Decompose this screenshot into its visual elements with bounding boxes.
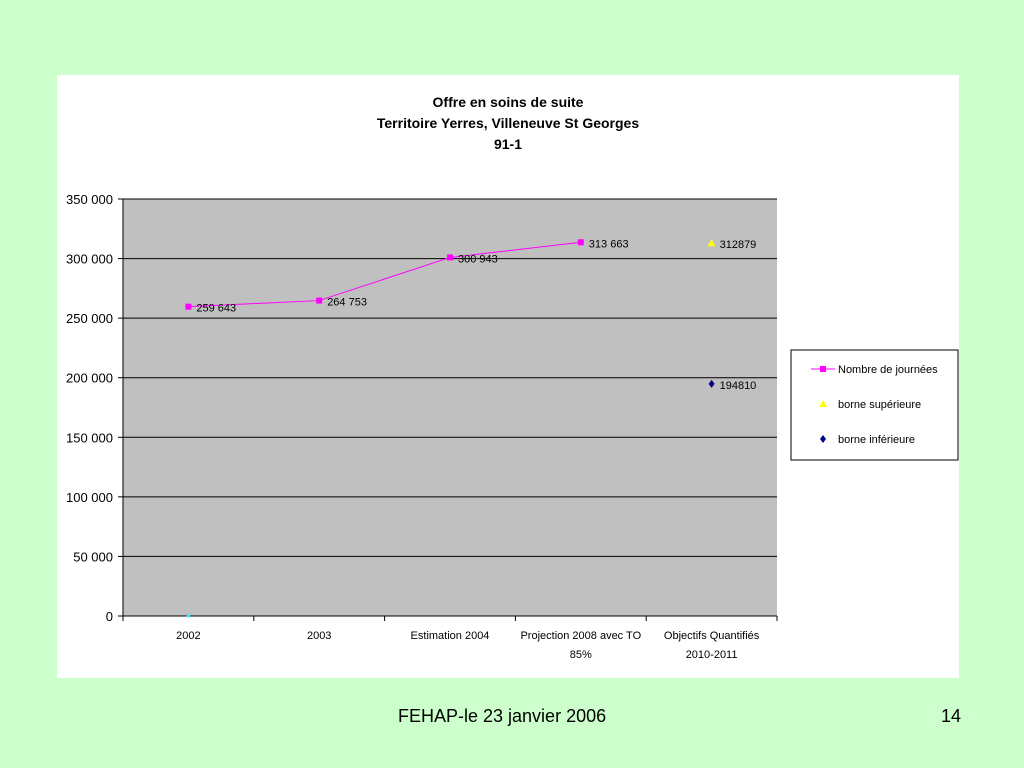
x-tick-label: 2010-2011 bbox=[686, 649, 738, 661]
data-label: 312879 bbox=[720, 239, 757, 251]
data-point-marker bbox=[316, 297, 323, 304]
page-number: 14 bbox=[941, 706, 962, 726]
legend-label: Nombre de journées bbox=[838, 364, 938, 376]
legend-box bbox=[790, 349, 959, 461]
chart-title-line: Offre en soins de suite bbox=[433, 94, 584, 110]
data-label: 313 663 bbox=[589, 238, 629, 250]
plot-area bbox=[123, 199, 777, 616]
footer-text: FEHAP-le 23 janvier 2006 bbox=[398, 706, 607, 726]
chart-title: Offre en soins de suite Territoire Yerres… bbox=[377, 94, 639, 152]
y-tick-labels: 0 50 000 100 000 150 000 200 000 250 000 300 0… bbox=[66, 192, 113, 624]
legend-label: borne supérieure bbox=[838, 399, 921, 411]
y-tick-label: 250 000 bbox=[66, 311, 113, 326]
y-tick-label: 350 000 bbox=[66, 192, 113, 207]
x-tick-label: Objectifs Quantifiés bbox=[664, 630, 760, 642]
data-point-marker bbox=[708, 379, 715, 388]
legend-marker bbox=[820, 366, 826, 372]
legend-label: borne inférieure bbox=[838, 434, 915, 446]
series-line bbox=[188, 241, 581, 308]
y-tick-label: 300 000 bbox=[66, 252, 113, 267]
x-tick-label: 2003 bbox=[307, 630, 331, 642]
data-label: 300 943 bbox=[458, 253, 498, 265]
y-tick-label: 100 000 bbox=[66, 490, 113, 505]
data-point-marker bbox=[577, 239, 584, 246]
x-tick-label: 85% bbox=[570, 649, 592, 661]
series bbox=[185, 239, 716, 618]
legend-marker bbox=[820, 435, 826, 443]
y-tick-label: 150 000 bbox=[66, 430, 113, 445]
data-label: 264 753 bbox=[327, 297, 367, 309]
chart-panel: Offre en soins de suite Territoire Yerres… bbox=[57, 75, 959, 678]
y-tick-label: 50 000 bbox=[73, 549, 113, 564]
data-point-marker bbox=[447, 254, 453, 261]
data-label: 194810 bbox=[720, 380, 757, 392]
chart-title-line: Territoire Yerres, Villeneuve St Georges bbox=[377, 115, 639, 131]
data-point-marker bbox=[185, 303, 192, 310]
x-tick-label: Estimation 2004 bbox=[411, 630, 490, 642]
axes bbox=[122, 199, 778, 621]
legend: Nombre de journées borne supérieure borne … bbox=[790, 349, 959, 461]
gridlines bbox=[118, 198, 777, 617]
stray-marker bbox=[186, 614, 191, 618]
data-label: 259 643 bbox=[196, 303, 236, 315]
y-tick-label: 200 000 bbox=[66, 371, 113, 386]
x-tick-label: Projection 2008 avec TO bbox=[520, 630, 641, 642]
chart-svg: Offre en soins de suite Territoire Yerres… bbox=[66, 94, 959, 661]
x-tick-label: 2002 bbox=[176, 630, 200, 642]
y-tick-label: 0 bbox=[106, 609, 113, 624]
data-point-marker bbox=[707, 239, 716, 247]
data-labels: 259 643 264 753 300 943 313 663 312879 194810 bbox=[196, 238, 756, 392]
chart-title-line: 91-1 bbox=[494, 136, 522, 152]
x-tick-labels: 2002 2003 Estimation 2004 Projection 2008 a… bbox=[176, 630, 760, 661]
legend-marker bbox=[819, 400, 827, 407]
